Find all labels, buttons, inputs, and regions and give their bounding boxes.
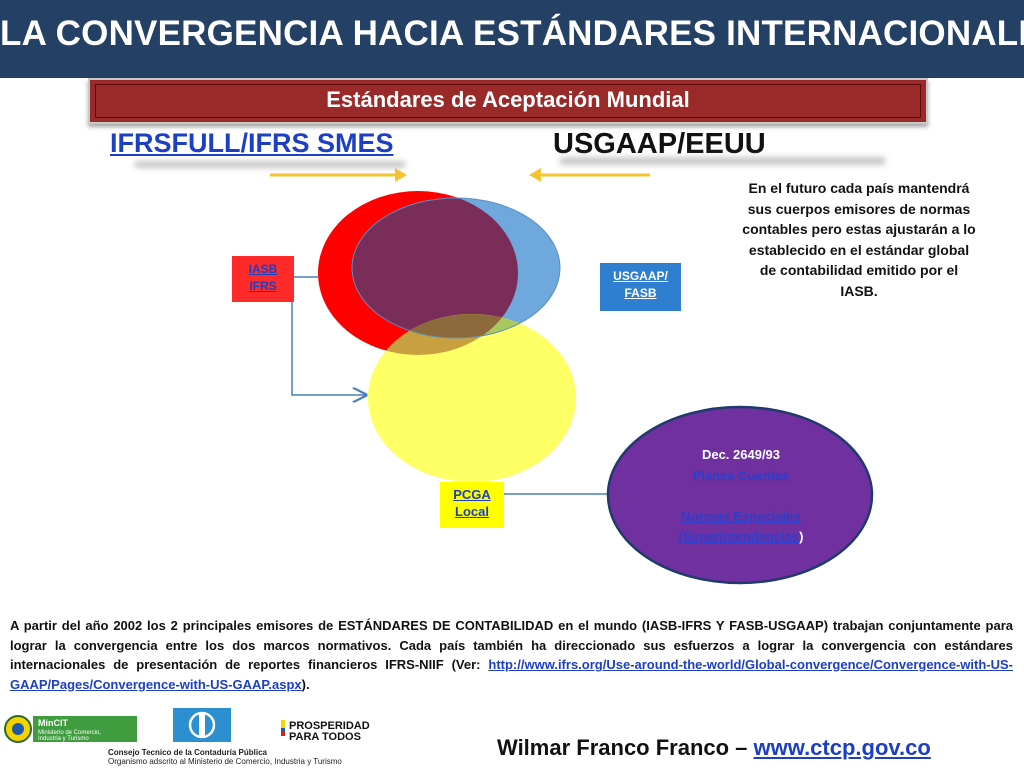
future-note: En el futuro cada país mantendrá sus cue…: [742, 180, 976, 299]
subtitle-banner: Estándares de Aceptación Mundial: [88, 78, 928, 124]
body-end: ).: [301, 676, 310, 692]
mincit-sub2: Industria y Turismo: [38, 736, 89, 742]
usgaap-fasb-box[interactable]: USGAAP/ FASB: [600, 263, 681, 311]
decree-ellipse: [606, 405, 874, 585]
footer-author: Wilmar Franco Franco – www.ctcp.gov.co: [497, 735, 931, 761]
ifrs-convergence-link[interactable]: http://www.ifrs.org/Use-around-the-world…: [10, 657, 1013, 692]
author-name: Wilmar Franco Franco –: [497, 735, 754, 760]
ifrs-heading-link[interactable]: IFRSFULL/IFRS SMES: [110, 128, 394, 158]
prosperidad-line1: PROSPERIDAD: [289, 720, 370, 732]
council-line2: Organismo adscrito al Ministerio de Come…: [108, 756, 342, 766]
prosperidad-logo: PROSPERIDAD PARA TODOS: [281, 720, 370, 743]
usgaap-heading: USGAAP/EEUU: [553, 128, 766, 160]
arrow-left-icon: [529, 168, 650, 182]
decree-text: Dec. 2649/93 Planes Cuentas Normas Espec…: [625, 445, 857, 548]
ifrs-link[interactable]: IFRS: [249, 279, 277, 293]
pcga-circle: [368, 314, 576, 482]
convergence-diagram: [135, 157, 885, 585]
pcga-link[interactable]: PCGA: [453, 487, 491, 502]
prosperidad-line2: PARA TODOS: [289, 731, 361, 743]
local-link[interactable]: Local: [455, 504, 489, 519]
ctcp-website-link[interactable]: www.ctcp.gov.co: [753, 735, 931, 760]
title-bar: [0, 0, 1024, 78]
mincit-sub1: Ministerio de Comercio,: [38, 730, 101, 736]
iasb-ifrs-box[interactable]: IASB IFRS: [232, 256, 294, 302]
iasb-link[interactable]: IASB: [248, 262, 278, 276]
mincit-name: MinCIT: [38, 718, 68, 728]
pcga-local-box[interactable]: PCGA Local: [440, 482, 504, 528]
decree-number: Dec. 2649/93: [701, 447, 781, 462]
body-text: A partir del año 2002 los 2 principales …: [10, 618, 1013, 672]
body-paragraph: A partir del año 2002 los 2 principales …: [10, 616, 1013, 694]
heading-shadow-left: [135, 161, 405, 168]
arrow-right-icon: [270, 168, 407, 182]
council-line1: Consejo Tecnico de la Contaduría Pública: [108, 748, 267, 757]
heading-shadow-right: [560, 157, 885, 165]
fasb-link[interactable]: FASB: [624, 286, 657, 300]
subtitle-banner-border: [95, 84, 921, 118]
normas-especiales-link[interactable]: Normas Especiales: [681, 508, 801, 524]
iasb-connector: [291, 276, 366, 395]
usgaap-link[interactable]: USGAAP/: [613, 269, 668, 283]
superintendencias-link[interactable]: (Superintendencias: [678, 529, 800, 544]
page-title: LA CONVERGENCIA HACIA ESTÁNDARES INTERNA…: [0, 14, 1024, 53]
mincit-logo: MinCIT Ministerio de Comercio, Industria…: [4, 715, 137, 743]
council-caption: Consejo Tecnico de la Contaduría Pública…: [108, 748, 348, 766]
planes-cuentas-link[interactable]: Planes Cuentas: [692, 467, 790, 483]
ctcp-logo: [173, 708, 231, 742]
subtitle-text: Estándares de Aceptación Mundial: [326, 87, 690, 112]
decree-paren: ): [799, 529, 804, 544]
